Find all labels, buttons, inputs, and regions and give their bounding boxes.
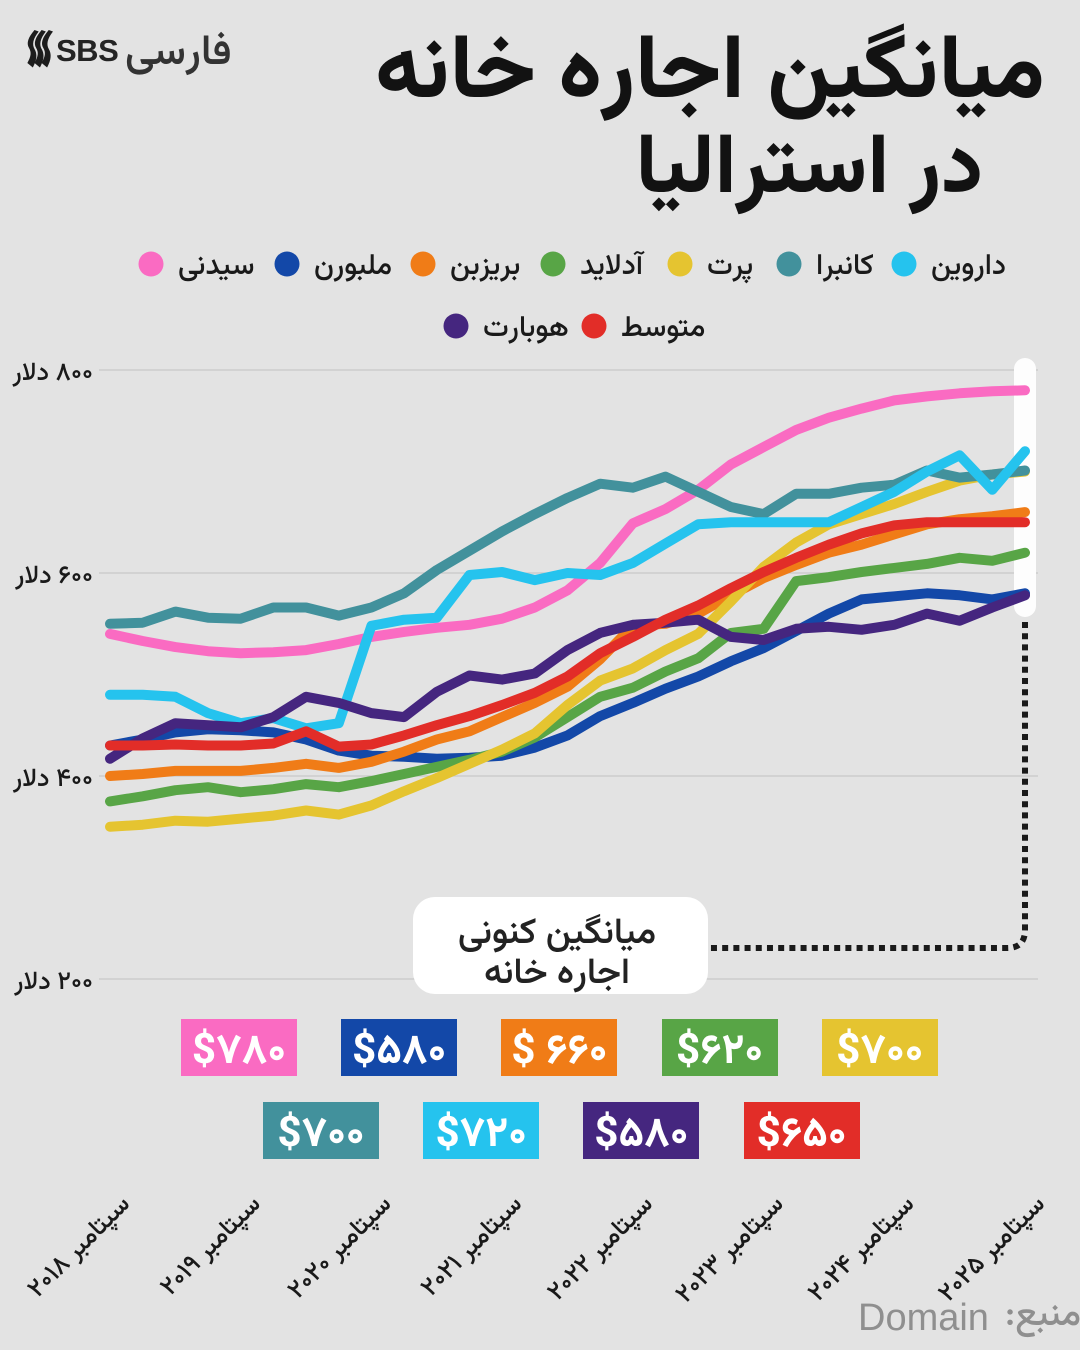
svg-text:SBS: SBS	[56, 33, 118, 68]
svg-text:Domain: Domain	[858, 1297, 989, 1339]
